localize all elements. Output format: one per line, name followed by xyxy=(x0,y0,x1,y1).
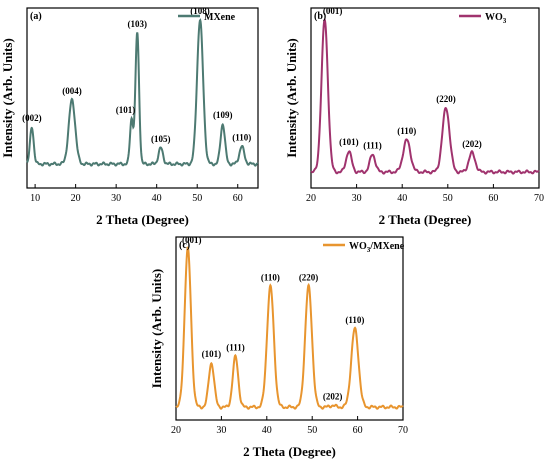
peak-label: (220) xyxy=(436,94,456,104)
x-tick-label: 70 xyxy=(398,425,408,436)
x-tick-label: 70 xyxy=(534,193,544,204)
xrd-panel-c: (001) (101) (111) (110) (220) (202) (110) 20 30 4… xyxy=(149,235,408,459)
x-tick-label: 60 xyxy=(233,193,243,204)
peak-label: (110) xyxy=(397,126,416,136)
x-tick-label: 50 xyxy=(192,193,202,204)
x-tick-label: 60 xyxy=(488,193,498,204)
peak-label: (110) xyxy=(345,315,364,325)
plot-frame xyxy=(175,236,404,421)
peak-label: (001) xyxy=(182,235,202,245)
x-tick-label: 60 xyxy=(353,425,363,436)
peak-label: (110) xyxy=(232,132,251,142)
peak-label: (110) xyxy=(261,272,280,282)
x-tick-label: 20 xyxy=(171,425,181,436)
x-tick-label: 20 xyxy=(306,193,316,204)
y-axis-title: Intensity (Arb. Units) xyxy=(149,269,164,389)
peak-label: (101) xyxy=(339,137,359,147)
peak-label: (202) xyxy=(462,139,482,149)
legend-label: WO3/MXene xyxy=(349,241,405,254)
x-tick-label: 40 xyxy=(152,193,162,204)
peak-label: (101) xyxy=(116,105,136,115)
x-axis-title: 2 Theta (Degree) xyxy=(379,212,472,227)
x-tick-label: 30 xyxy=(216,425,226,436)
panel-label: (c) xyxy=(179,240,190,251)
legend-label: MXene xyxy=(204,12,236,23)
panel-label: (a) xyxy=(30,11,42,22)
xrd-series-line xyxy=(310,17,540,175)
peak-label: (109) xyxy=(213,110,233,120)
plot-frame xyxy=(310,7,540,189)
x-tick-label: 30 xyxy=(352,193,362,204)
peak-label: (001) xyxy=(323,6,343,16)
xrd-series-line xyxy=(26,18,259,167)
x-tick-label: 40 xyxy=(262,425,272,436)
x-axis-title: 2 Theta (Degree) xyxy=(96,212,189,227)
x-tick-label: 20 xyxy=(71,193,81,204)
peak-label: (002) xyxy=(22,113,42,123)
peak-label: (101) xyxy=(202,349,222,359)
xrd-series-line xyxy=(175,246,404,410)
peak-label: (202) xyxy=(323,391,343,401)
x-tick-label: 30 xyxy=(111,193,121,204)
peak-label: (111) xyxy=(363,140,382,150)
peak-label: (220) xyxy=(299,272,319,282)
x-tick-label: 40 xyxy=(397,193,407,204)
x-tick-label: 50 xyxy=(307,425,317,436)
peak-label: (111) xyxy=(226,343,245,353)
plot-frame xyxy=(26,7,259,189)
peak-label: (108) xyxy=(190,6,210,16)
y-axis-title: Intensity (Arb. Units) xyxy=(284,38,299,158)
x-tick-label: 10 xyxy=(30,193,40,204)
x-tick-label: 50 xyxy=(443,193,453,204)
xrd-panel-a: (002) (004) (101) (103) (105) (108) (109) (110)… xyxy=(0,6,259,227)
peak-label: (105) xyxy=(151,134,171,144)
xrd-panel-b: (001) (101) (111) (110) (220) (202) 20 30 40 50 60… xyxy=(284,6,544,227)
y-axis-title: Intensity (Arb. Units) xyxy=(0,38,15,158)
x-axis-title: 2 Theta (Degree) xyxy=(243,444,336,459)
peak-label: (103) xyxy=(127,19,147,29)
legend-label: WO3 xyxy=(485,12,507,25)
panel-label: (b) xyxy=(314,11,326,22)
peak-label: (004) xyxy=(62,86,82,96)
